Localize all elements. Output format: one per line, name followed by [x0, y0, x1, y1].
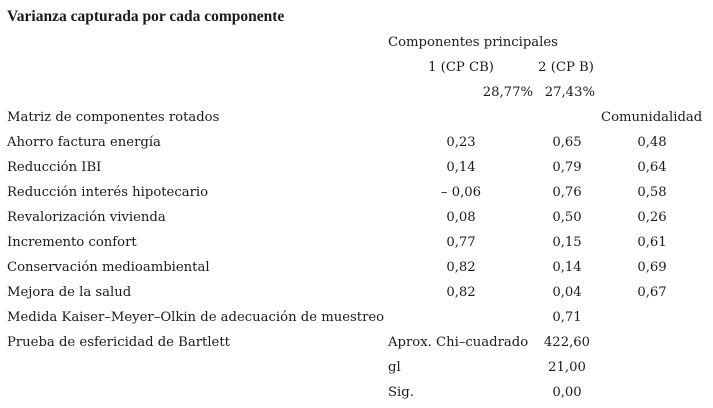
column-header-communality: Comunidalidad — [601, 110, 703, 125]
row-component-2-value: 0,65 — [552, 135, 582, 150]
row-label: Mejora de la salud — [7, 285, 132, 300]
chi-square-label: Aprox. Chi–cuadrado — [388, 335, 529, 350]
row-communality-value: 0,69 — [637, 260, 667, 275]
row-label: Ahorro factura energía — [7, 135, 161, 150]
row-component-2-value: 0,14 — [552, 260, 582, 275]
row-component-1-value: – 0,06 — [440, 185, 482, 200]
row-component-2-value: 0,50 — [552, 210, 582, 225]
row-label: Reducción interés hipotecario — [7, 185, 209, 200]
table-title: Varianza capturada por cada componente — [7, 8, 285, 25]
kmo-label: Medida Kaiser–Meyer–Olkin de adecuación … — [7, 310, 385, 325]
gl-value: 21,00 — [548, 360, 586, 375]
row-label: Conservación medioambiental — [7, 260, 210, 275]
column-header-component-2: 2 (CP B) — [538, 60, 594, 75]
row-communality-value: 0,61 — [637, 235, 667, 250]
row-component-1-value: 0,23 — [446, 135, 476, 150]
row-component-1-value: 0,77 — [446, 235, 476, 250]
row-communality-value: 0,64 — [637, 160, 667, 175]
row-communality-value: 0,48 — [637, 135, 667, 150]
row-component-2-value: 0,76 — [552, 185, 582, 200]
sig-value: 0,00 — [552, 385, 582, 400]
gl-label: gl — [388, 360, 401, 375]
row-communality-value: 0,67 — [637, 285, 667, 300]
row-component-2-value: 0,04 — [552, 285, 582, 300]
row-label: Revalorización vivienda — [7, 210, 166, 225]
matrix-label: Matriz de componentes rotados — [7, 110, 220, 125]
row-component-1-value: 0,82 — [446, 260, 476, 275]
row-component-1-value: 0,82 — [446, 285, 476, 300]
row-label: Incremento confort — [7, 235, 137, 250]
kmo-value: 0,71 — [552, 310, 582, 325]
group-header-componentes: Componentes principales — [388, 35, 558, 50]
row-label: Reducción IBI — [7, 160, 102, 175]
row-communality-value: 0,58 — [637, 185, 667, 200]
chi-square-value: 422,60 — [543, 335, 591, 350]
row-component-1-value: 0,14 — [446, 160, 476, 175]
column-header-component-1: 1 (CP CB) — [428, 60, 494, 75]
row-component-2-value: 0,79 — [552, 160, 582, 175]
row-component-2-value: 0,15 — [552, 235, 582, 250]
variance-component-2: 27,43% — [544, 85, 595, 100]
row-component-1-value: 0,08 — [446, 210, 476, 225]
bartlett-label: Prueba de esfericidad de Bartlett — [7, 335, 230, 350]
row-communality-value: 0,26 — [637, 210, 667, 225]
variance-component-1: 28,77% — [482, 85, 533, 100]
sig-label: Sig. — [388, 385, 414, 400]
